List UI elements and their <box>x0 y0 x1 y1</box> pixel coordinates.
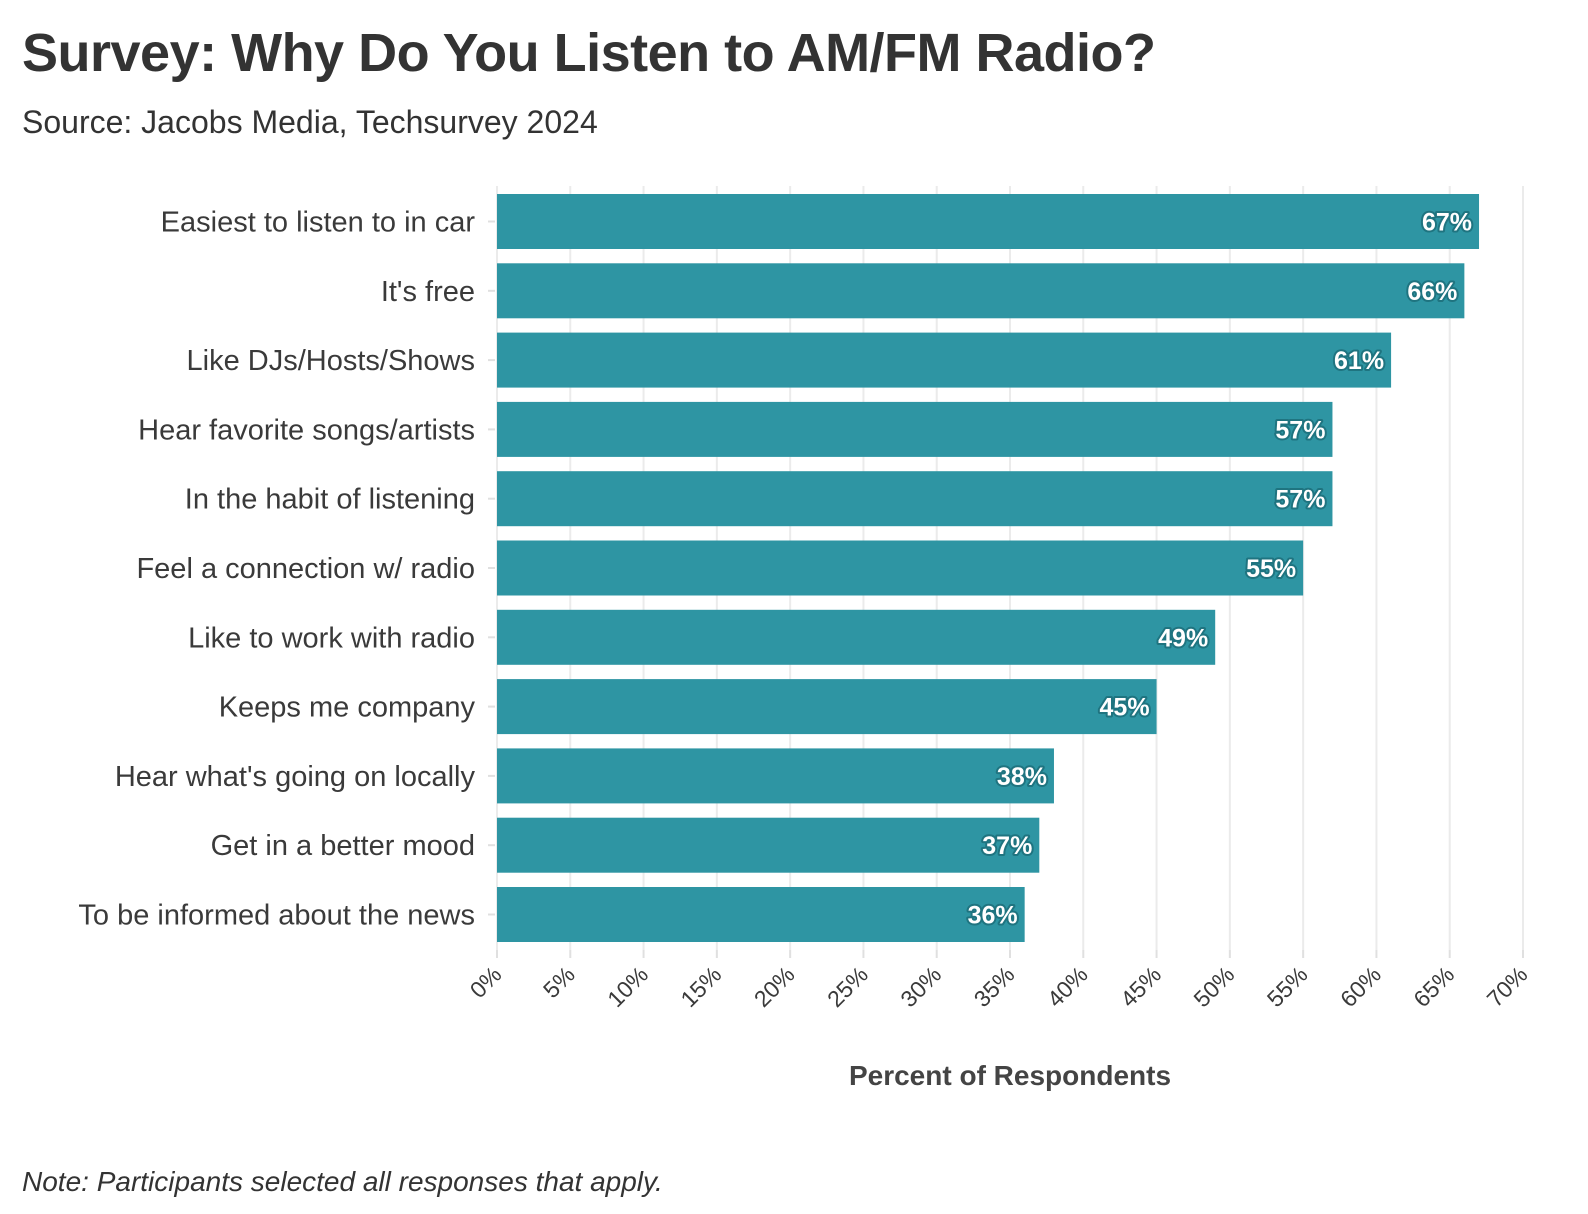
x-tick-label: 0% <box>465 961 507 1003</box>
bar <box>497 887 1025 942</box>
chart-title: Survey: Why Do You Listen to AM/FM Radio… <box>22 23 1156 83</box>
category-label: Like to work with radio <box>188 622 475 654</box>
x-tick-label: 35% <box>969 961 1020 1012</box>
data-label: 57% <box>1275 416 1325 444</box>
data-label: 55% <box>1246 555 1296 583</box>
data-label: 66% <box>1407 278 1457 306</box>
data-label: 36% <box>968 902 1018 930</box>
x-tick-label: 30% <box>895 961 946 1012</box>
category-label: It's free <box>381 276 475 308</box>
bar <box>497 332 1392 388</box>
x-tick-label: 65% <box>1408 961 1459 1012</box>
bar <box>497 471 1333 527</box>
bar <box>497 401 1333 457</box>
data-label: 57% <box>1275 486 1325 514</box>
x-tick-label: 55% <box>1262 961 1313 1012</box>
category-label: Hear favorite songs/artists <box>138 414 475 446</box>
bar <box>497 609 1216 665</box>
x-tick-label: 25% <box>822 961 873 1012</box>
bar <box>497 817 1040 873</box>
x-axis-title: Percent of Respondents <box>849 1060 1171 1091</box>
bar <box>497 263 1465 319</box>
category-label: To be informed about the news <box>78 900 475 932</box>
x-tick-label: 15% <box>675 961 726 1012</box>
x-tick-label: 5% <box>538 961 580 1003</box>
category-label: Like DJs/Hosts/Shows <box>187 345 476 377</box>
chart-note: Note: Participants selected all response… <box>22 1166 663 1197</box>
category-label: In the habit of listening <box>185 484 475 516</box>
category-label: Easiest to listen to in car <box>161 207 476 239</box>
bar <box>497 748 1054 804</box>
bar <box>497 679 1157 735</box>
category-label: Keeps me company <box>219 692 476 724</box>
x-tick-label: 45% <box>1115 961 1166 1012</box>
bar <box>497 194 1480 249</box>
data-label: 49% <box>1158 624 1208 652</box>
category-label: Hear what's going on locally <box>115 761 476 793</box>
x-tick-label: 50% <box>1188 961 1239 1012</box>
x-tick-label: 10% <box>602 961 653 1012</box>
bar <box>497 540 1304 596</box>
x-tick-label: 20% <box>749 961 800 1012</box>
category-label: Feel a connection w/ radio <box>136 553 475 585</box>
chart-subtitle: Source: Jacobs Media, Techsurvey 2024 <box>22 104 598 140</box>
data-label: 38% <box>997 763 1047 791</box>
data-label: 37% <box>982 832 1032 860</box>
category-label: Get in a better mood <box>211 830 475 862</box>
data-label: 67% <box>1422 209 1472 237</box>
x-tick-label: 40% <box>1042 961 1093 1012</box>
x-tick-label: 60% <box>1335 961 1386 1012</box>
data-label: 61% <box>1334 347 1384 375</box>
x-tick-label: 70% <box>1482 961 1533 1012</box>
data-label: 45% <box>1100 694 1150 722</box>
